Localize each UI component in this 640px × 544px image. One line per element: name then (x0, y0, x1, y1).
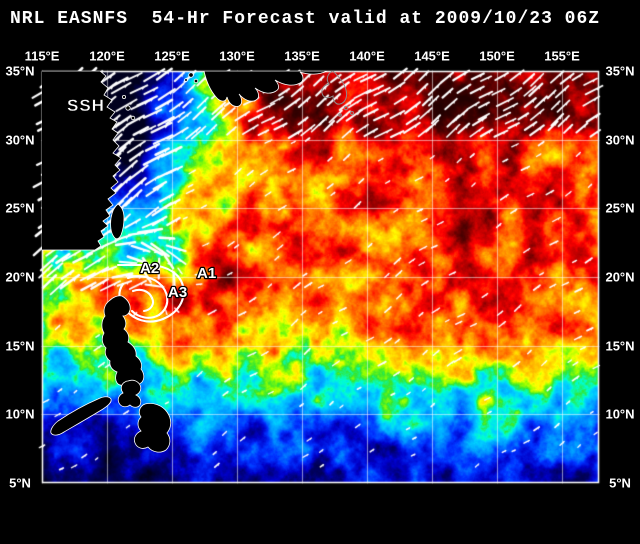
svg-text:A1: A1 (197, 265, 216, 282)
svg-text:A2: A2 (140, 260, 159, 277)
svg-text:A3: A3 (168, 284, 187, 301)
svg-text:SSH: SSH (67, 96, 105, 115)
